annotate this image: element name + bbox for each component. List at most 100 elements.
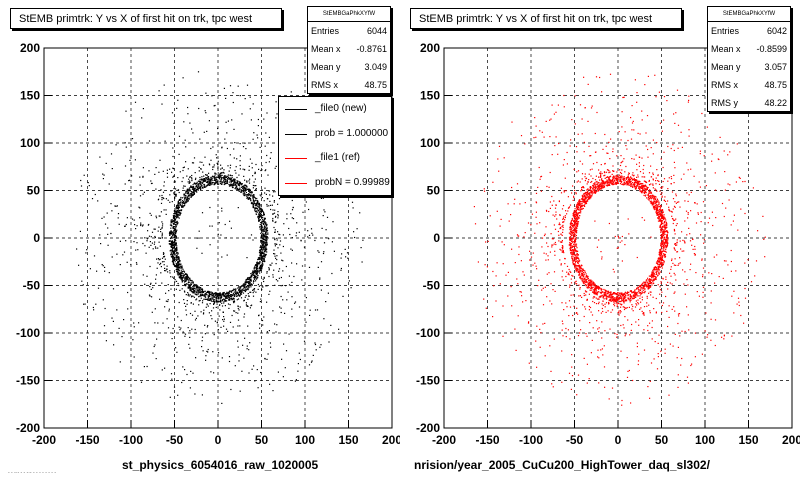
left-point <box>265 237 267 239</box>
right-point <box>634 291 636 293</box>
left-point <box>277 217 279 219</box>
left-point <box>175 195 177 197</box>
left-point <box>277 215 279 217</box>
left-point <box>235 292 237 294</box>
right-point <box>590 285 592 287</box>
left-point <box>233 302 235 304</box>
left-point <box>184 194 186 196</box>
right-point <box>618 297 620 299</box>
left-point <box>248 282 250 285</box>
left-point <box>228 185 231 187</box>
left-point <box>168 308 170 310</box>
left-point <box>207 348 209 351</box>
left-point <box>172 247 174 249</box>
left-point <box>262 220 265 223</box>
left-point <box>305 201 307 203</box>
left-y-tick-label: -100 <box>16 326 40 340</box>
right-point <box>584 194 586 196</box>
left-point <box>177 214 179 216</box>
left-point <box>173 284 175 286</box>
left-point <box>175 258 177 260</box>
left-point <box>256 369 258 371</box>
right-point <box>575 260 577 262</box>
left-point <box>244 190 246 192</box>
left-point <box>166 176 169 178</box>
left-point <box>174 221 176 224</box>
right-point <box>624 182 626 184</box>
right-point <box>606 182 608 184</box>
left-point <box>210 177 212 179</box>
left-point <box>265 161 267 164</box>
left-point <box>169 168 171 170</box>
right-point <box>662 253 664 255</box>
right-point <box>590 287 592 289</box>
right-point <box>619 293 621 295</box>
left-point <box>263 222 265 224</box>
left-point <box>178 217 180 219</box>
left-point <box>215 306 217 308</box>
left-point <box>264 236 266 238</box>
left-point <box>166 169 168 171</box>
right-point <box>599 287 601 289</box>
right-point <box>663 238 665 240</box>
left-point <box>206 326 208 328</box>
right-point <box>584 281 586 283</box>
left-point <box>175 209 177 211</box>
left-point <box>260 195 262 197</box>
right-point <box>597 286 599 288</box>
left-point <box>219 177 221 179</box>
left-point <box>142 176 144 178</box>
left-point <box>224 178 226 180</box>
left-point <box>158 90 160 92</box>
left-point <box>274 209 276 211</box>
left-point <box>219 298 222 300</box>
left-point <box>163 197 165 200</box>
right-point <box>573 263 575 265</box>
right-point <box>577 205 579 207</box>
left-point <box>247 193 249 196</box>
left-point <box>291 308 293 310</box>
left-point <box>252 187 254 189</box>
left-point <box>258 168 260 170</box>
left-point <box>177 394 179 396</box>
right-point <box>639 181 641 183</box>
left-point <box>208 299 210 301</box>
left-point <box>173 257 175 259</box>
left-point <box>303 340 306 342</box>
left-point <box>208 178 210 180</box>
left-point <box>199 182 201 184</box>
right-point <box>570 233 572 235</box>
left-point <box>264 225 266 227</box>
left-point <box>218 315 220 317</box>
right-point <box>661 233 663 236</box>
left-point <box>262 263 264 265</box>
right-point <box>610 182 612 184</box>
left-point <box>171 221 173 223</box>
left-point <box>172 263 174 265</box>
right-point <box>574 211 577 213</box>
left-point <box>250 119 252 121</box>
right-point <box>667 237 669 239</box>
left-point <box>241 370 243 372</box>
left-stats-value: 48.75 <box>364 80 387 90</box>
left-point <box>180 327 182 329</box>
left-point <box>205 359 207 361</box>
left-point <box>177 210 179 212</box>
right-point <box>641 292 643 294</box>
left-point <box>260 246 262 248</box>
right-point <box>588 196 590 198</box>
left-point <box>130 155 132 157</box>
right-point <box>664 233 666 235</box>
left-point <box>217 164 219 166</box>
left-point <box>164 140 166 142</box>
right-point <box>627 294 629 296</box>
left-point <box>221 177 223 179</box>
left-point <box>239 292 241 294</box>
left-points <box>76 71 364 404</box>
left-point <box>253 365 255 367</box>
left-point <box>173 223 175 225</box>
left-point <box>210 159 212 161</box>
left-point <box>215 180 217 182</box>
left-point <box>285 350 288 352</box>
right-point <box>592 184 594 187</box>
